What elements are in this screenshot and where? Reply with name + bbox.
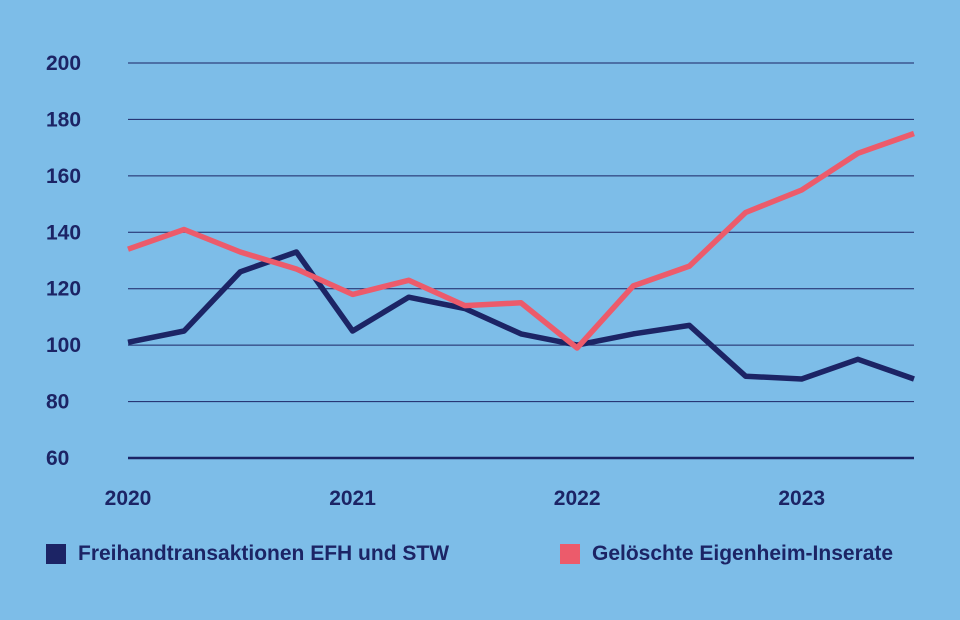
y-tick-label: 140 [46, 221, 81, 244]
gridlines [128, 62, 914, 460]
y-tick-label: 60 [46, 447, 69, 470]
legend-label-0: Freihandtransaktionen EFH und STW [78, 542, 450, 565]
x-tick-label: 2022 [554, 487, 601, 510]
legend-swatch-1 [560, 544, 580, 564]
series-lines [127, 130, 915, 382]
y-axis-ticks: 200 180 160 140 120 100 80 60 [46, 52, 81, 470]
y-tick-label: 160 [46, 165, 81, 188]
y-tick-label: 200 [46, 52, 81, 75]
y-tick-label: 120 [46, 278, 81, 301]
y-tick-label: 80 [46, 391, 69, 414]
series-line-0 [127, 249, 915, 382]
x-axis-ticks: 2020 2021 2022 2023 [105, 487, 825, 510]
y-tick-label: 180 [46, 108, 81, 131]
x-tick-label: 2021 [329, 487, 376, 510]
legend-item-0: Freihandtransaktionen EFH und STW [46, 539, 449, 569]
series-line-1 [127, 130, 915, 351]
legend-swatch-0 [46, 544, 66, 564]
x-tick-label: 2020 [105, 487, 152, 510]
y-tick-label: 100 [46, 334, 81, 357]
legend-item-1: Gelöschte Eigenheim-Inserate [560, 539, 893, 569]
legend-label-1: Gelöschte Eigenheim-Inserate [592, 542, 894, 565]
x-tick-label: 2023 [778, 487, 825, 510]
